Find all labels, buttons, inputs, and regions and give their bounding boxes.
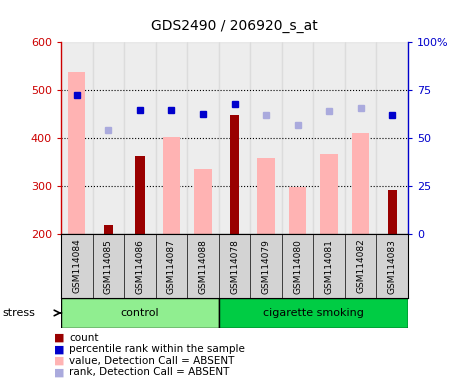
Bar [135,157,144,234]
Bar [345,42,377,234]
Bar [104,225,113,234]
Bar [289,187,306,234]
Bar [352,134,370,234]
Text: ■: ■ [54,344,64,354]
Bar [387,190,397,234]
Text: GSM114081: GSM114081 [325,239,333,293]
Bar [230,115,239,234]
FancyBboxPatch shape [61,298,219,328]
Bar [124,42,156,234]
Text: count: count [69,333,99,343]
Text: stress: stress [2,308,35,318]
Bar [187,42,219,234]
Text: GSM114088: GSM114088 [198,239,207,293]
Bar [250,42,282,234]
Text: percentile rank within the sample: percentile rank within the sample [69,344,245,354]
Bar [163,137,180,234]
Text: GSM114086: GSM114086 [136,239,144,293]
Text: GSM114085: GSM114085 [104,239,113,293]
Text: GDS2490 / 206920_s_at: GDS2490 / 206920_s_at [151,19,318,33]
FancyBboxPatch shape [219,298,408,328]
Bar [61,42,92,234]
Text: GSM114087: GSM114087 [167,239,176,293]
Bar [282,42,313,234]
Bar [313,42,345,234]
Bar [156,42,187,234]
Text: rank, Detection Call = ABSENT: rank, Detection Call = ABSENT [69,367,230,377]
Bar [219,42,250,234]
Bar [377,42,408,234]
Bar [68,73,85,234]
Text: GSM114080: GSM114080 [293,239,302,293]
Text: cigarette smoking: cigarette smoking [263,308,364,318]
Text: GSM114079: GSM114079 [262,239,271,293]
Text: GSM114082: GSM114082 [356,239,365,293]
Text: GSM114078: GSM114078 [230,239,239,293]
Text: control: control [121,308,159,318]
Bar [194,169,212,234]
Bar [92,42,124,234]
Bar [257,159,275,234]
Text: ■: ■ [54,356,64,366]
Text: GSM114084: GSM114084 [72,239,81,293]
Text: GSM114083: GSM114083 [388,239,397,293]
Text: ■: ■ [54,333,64,343]
Text: ■: ■ [54,367,64,377]
Text: value, Detection Call = ABSENT: value, Detection Call = ABSENT [69,356,235,366]
Bar [320,154,338,234]
